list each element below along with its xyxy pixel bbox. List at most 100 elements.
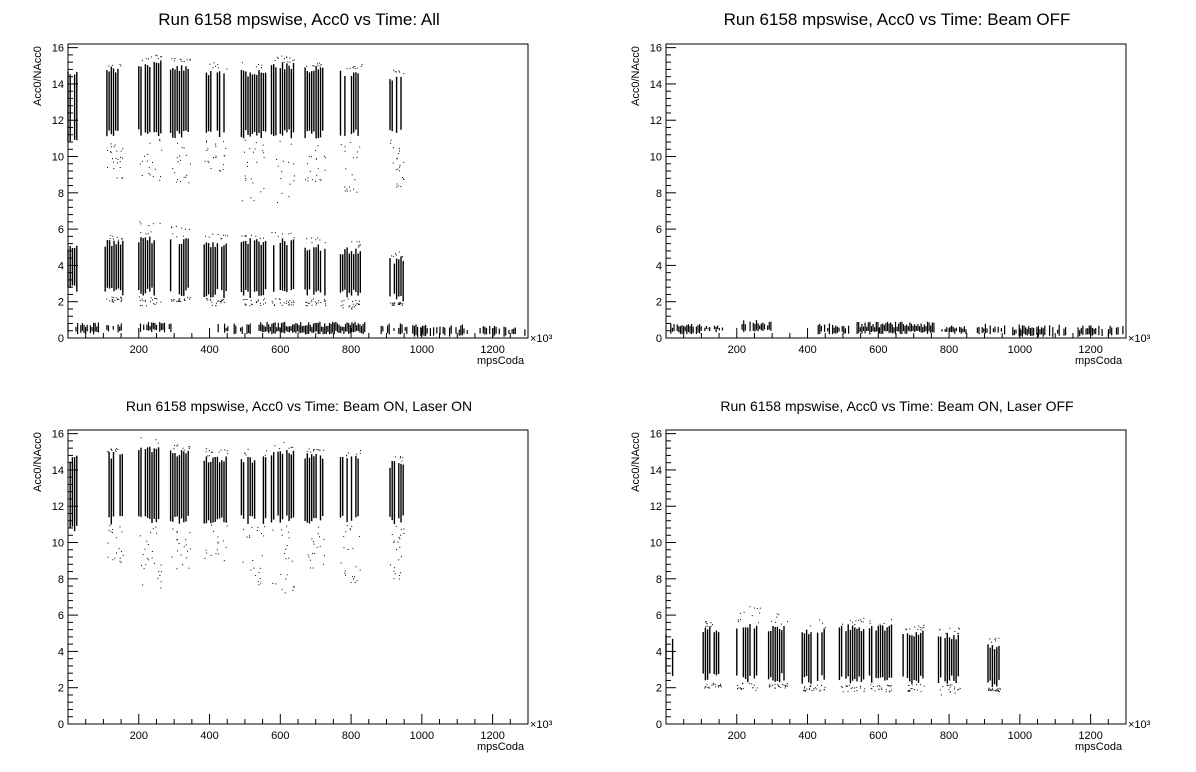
data-point — [259, 237, 261, 239]
data-point — [218, 300, 220, 302]
data-point — [257, 527, 259, 529]
data-point — [878, 685, 880, 686]
data-point — [344, 186, 346, 188]
data-point — [264, 454, 266, 456]
data-point — [121, 298, 123, 300]
data-point — [247, 448, 249, 450]
data-point — [273, 304, 275, 306]
data-point — [176, 532, 178, 534]
data-cluster — [987, 637, 1001, 693]
data-point — [756, 687, 758, 689]
y-tick-label: 4 — [58, 260, 64, 272]
data-point — [355, 566, 357, 568]
data-point — [358, 304, 360, 305]
data-point — [211, 304, 213, 306]
data-point — [714, 684, 716, 685]
data-point — [110, 151, 112, 153]
data-point — [391, 255, 393, 257]
data-point — [272, 582, 274, 584]
data-point — [400, 528, 402, 530]
data-point — [883, 623, 885, 624]
data-point — [398, 70, 400, 72]
data-point — [259, 567, 261, 569]
data-point — [881, 689, 883, 691]
data-point — [275, 583, 277, 585]
data-point — [906, 629, 907, 631]
data-point — [394, 456, 396, 458]
data-point — [309, 170, 311, 172]
data-point — [949, 691, 951, 693]
plot-frame — [67, 429, 529, 725]
chart-panel-beam-off: Run 6158 mpswise, Acc0 vs Time: Beam OFF… — [598, 0, 1196, 386]
data-point — [311, 179, 313, 181]
data-point — [308, 302, 310, 304]
data-point — [286, 525, 287, 527]
data-point — [403, 73, 405, 75]
data-point — [348, 306, 350, 308]
data-point — [344, 146, 346, 148]
baseline-cluster — [139, 322, 172, 333]
baseline-cluster — [412, 324, 468, 337]
data-point — [742, 682, 744, 684]
data-point — [352, 576, 353, 578]
data-point — [312, 553, 314, 554]
data-point — [946, 684, 948, 686]
baseline-cluster — [817, 323, 850, 335]
data-cluster — [304, 448, 325, 569]
data-point — [349, 305, 351, 307]
data-point — [391, 304, 393, 306]
data-point — [278, 448, 280, 450]
data-point — [314, 301, 316, 303]
data-point — [361, 64, 363, 66]
data-point — [288, 537, 290, 539]
data-point — [140, 232, 142, 234]
data-point — [116, 552, 117, 554]
data-point — [205, 448, 207, 450]
data-point — [318, 449, 320, 451]
data-point — [358, 300, 360, 302]
data-point — [178, 298, 180, 300]
data-point — [241, 62, 243, 64]
data-point — [106, 298, 108, 300]
data-cluster — [138, 437, 162, 589]
data-point — [156, 298, 158, 300]
data-point — [185, 544, 187, 546]
data-point — [161, 56, 163, 58]
data-point — [914, 626, 916, 628]
data-point — [288, 233, 290, 235]
data-point — [253, 567, 255, 569]
data-point — [160, 176, 161, 178]
data-point — [148, 58, 149, 60]
data-point — [276, 159, 278, 160]
data-point — [207, 299, 209, 301]
data-point — [177, 300, 179, 302]
data-point — [815, 687, 816, 689]
data-point — [885, 690, 887, 692]
data-point — [148, 559, 150, 561]
data-point — [218, 553, 220, 555]
data-point — [176, 301, 178, 303]
data-point — [223, 301, 225, 303]
data-point — [222, 540, 224, 542]
x-multiplier-label: ×10³ — [1128, 719, 1151, 731]
data-point — [264, 526, 266, 528]
data-point — [171, 58, 173, 60]
data-point — [316, 302, 317, 304]
data-point — [112, 299, 114, 301]
y-tick-label: 4 — [656, 260, 662, 272]
data-point — [390, 564, 391, 566]
data-point — [213, 62, 215, 64]
data-point — [323, 449, 325, 451]
data-point — [842, 623, 844, 625]
data-point — [245, 236, 247, 238]
data-point — [284, 58, 285, 60]
data-point — [115, 449, 116, 451]
data-point — [245, 235, 247, 236]
data-point — [112, 559, 114, 561]
data-point — [178, 543, 180, 544]
data-point — [307, 180, 309, 182]
data-point — [396, 183, 398, 185]
data-point — [862, 621, 864, 623]
data-point — [286, 545, 288, 546]
data-point — [951, 684, 953, 686]
